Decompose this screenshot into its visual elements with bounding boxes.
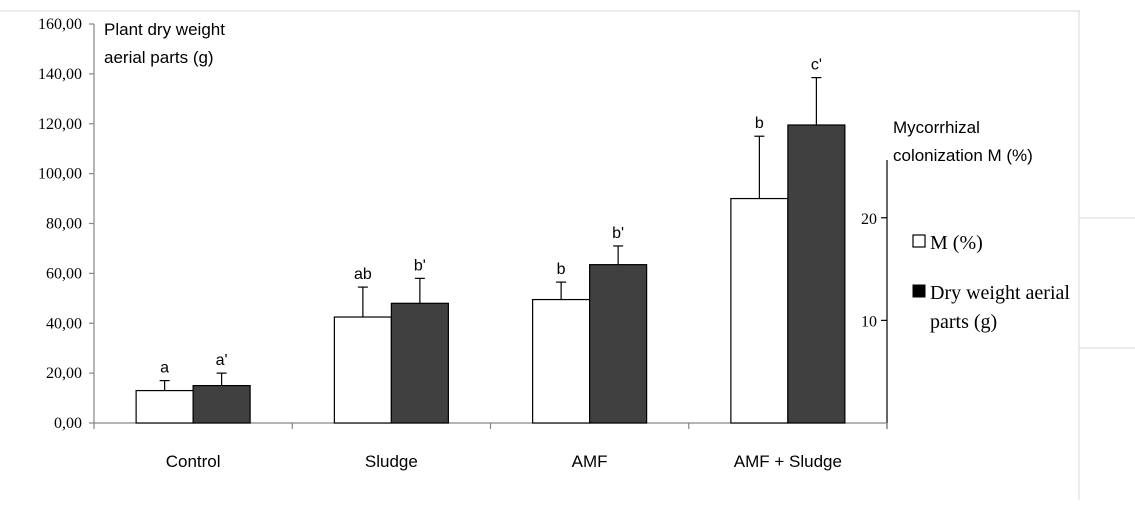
significance-label: a xyxy=(160,360,169,377)
left-axis-tick-label: 160,00 xyxy=(38,16,82,33)
x-axis-category-label: Control xyxy=(166,452,221,471)
significance-label: a' xyxy=(216,352,228,369)
significance-label: b xyxy=(557,261,566,278)
right-y-axis: 10 20 Mycorrhizal colonization M (%) xyxy=(861,118,1033,429)
left-axis-tick-label: 80,00 xyxy=(46,216,82,233)
legend-label-dry-weight: Dry weight aerial xyxy=(930,282,1070,304)
bar-m-percent xyxy=(532,298,591,424)
significance-label: b xyxy=(755,115,764,132)
chart-frame xyxy=(0,10,1135,500)
legend-swatch-dry-weight xyxy=(912,284,926,298)
legend-swatch-m-percent xyxy=(912,234,926,248)
left-axis-title: aerial parts (g) xyxy=(104,48,214,67)
significance-label: c' xyxy=(811,57,822,74)
legend-label-m-percent: M (%) xyxy=(930,232,983,254)
left-axis-tick-label: 140,00 xyxy=(38,66,82,83)
legend-label-dry-weight: parts (g) xyxy=(930,311,997,333)
left-axis-tick-label: 20,00 xyxy=(46,365,82,382)
bar-m-percent xyxy=(135,389,194,424)
left-axis-tick-label: 40,00 xyxy=(46,315,82,332)
x-axis-category-label: Sludge xyxy=(365,452,418,471)
significance-label: ab xyxy=(354,266,372,283)
legend: M (%) Dry weight aerial parts (g) xyxy=(912,232,1070,333)
left-axis-tick-label: 0,00 xyxy=(54,415,82,432)
right-axis-tick-label: 20 xyxy=(861,211,877,228)
significance-label: b' xyxy=(612,225,624,242)
bar-dry-weight xyxy=(192,384,251,424)
x-axis: Control Sludge AMF AMF + Sludge xyxy=(93,422,888,471)
right-axis-tick-label: 10 xyxy=(861,313,877,330)
right-axis-title: colonization M (%) xyxy=(893,146,1033,165)
left-y-axis: 0,00 20,00 40,00 60,00 80,00 100,00 120,00 140,… xyxy=(38,16,225,432)
bar-dry-weight xyxy=(589,264,648,424)
bar-m-percent xyxy=(333,316,392,424)
left-axis-tick-label: 120,00 xyxy=(38,116,82,133)
bar-dry-weight xyxy=(787,124,846,424)
significance-label: b' xyxy=(414,257,426,274)
bar-m-percent xyxy=(730,197,789,424)
bar-dry-weight xyxy=(390,302,449,424)
left-axis-title: Plant dry weight xyxy=(104,20,225,39)
left-axis-tick-label: 60,00 xyxy=(46,265,82,282)
left-axis-tick-label: 100,00 xyxy=(38,166,82,183)
x-axis-category-label: AMF + Sludge xyxy=(734,452,842,471)
bars: a ab b b a' b' b' c' xyxy=(135,57,846,424)
x-axis-category-label: AMF xyxy=(572,452,608,471)
right-axis-title: Mycorrhizal xyxy=(893,118,980,137)
